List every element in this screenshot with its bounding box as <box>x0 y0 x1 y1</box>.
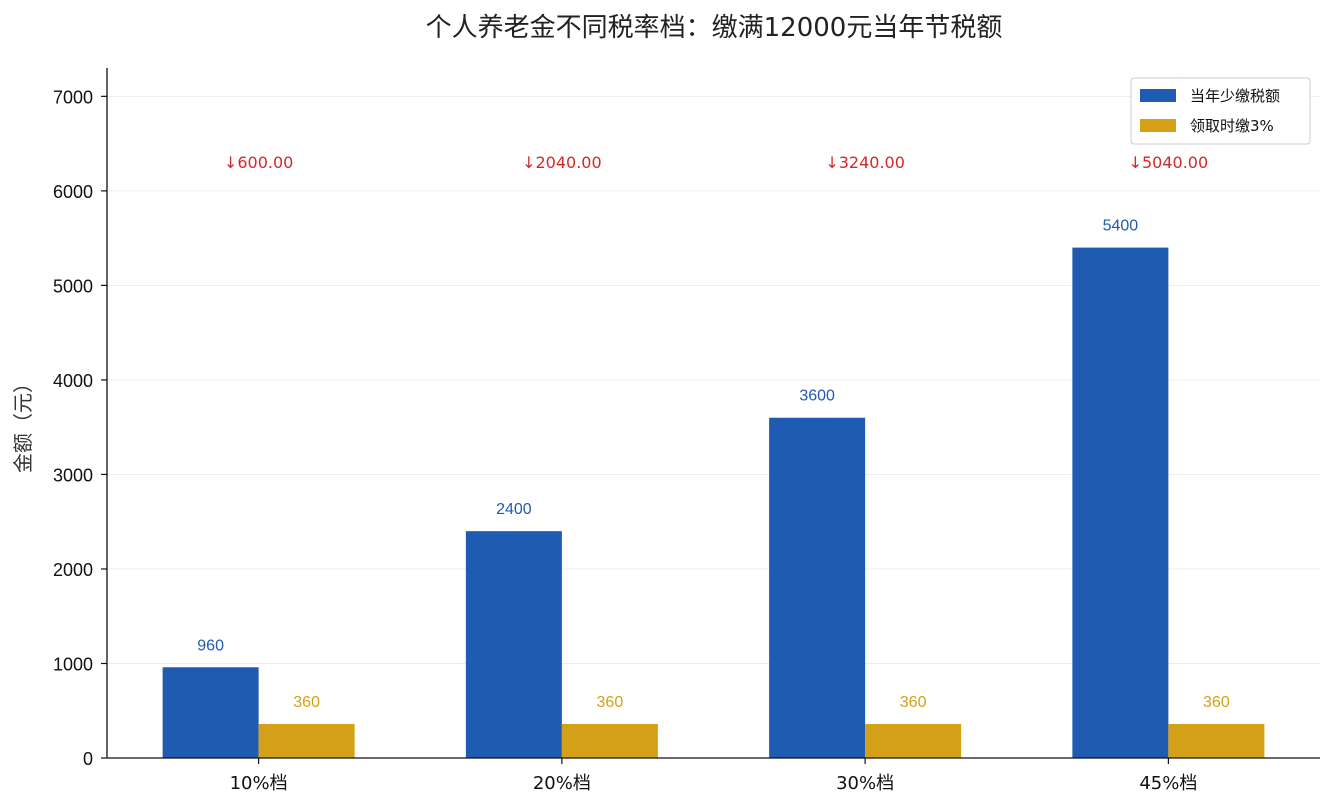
y-axis-label: 金额（元） <box>11 373 35 473</box>
savings-annotation-0: ↓600.00 <box>224 153 293 172</box>
x-tick-label-3: 45%档 <box>1139 773 1197 794</box>
bar-s0-1 <box>465 531 562 758</box>
bar-value-label-s1-1: 360 <box>597 694 624 711</box>
bar-s0-2 <box>769 417 866 758</box>
bar-s1-2 <box>865 723 962 758</box>
legend-swatch-0 <box>1140 89 1176 102</box>
bar-value-label-s1-0: 360 <box>293 694 320 711</box>
x-tick-label-2: 30%档 <box>836 773 894 794</box>
bar-s1-1 <box>561 723 658 758</box>
bar-s1-3 <box>1168 723 1265 758</box>
savings-annotation-1: ↓2040.00 <box>522 153 602 172</box>
y-tick-label-2: 2000 <box>53 560 93 580</box>
value-labels: 960 360 ↓600.00 2400 360 ↓2040.00 3600 360 ↓3240… <box>197 153 1230 711</box>
y-tick-label-6: 6000 <box>53 182 93 202</box>
legend-label-1: 领取时缴3% <box>1190 117 1274 135</box>
y-tick-label-3: 3000 <box>53 465 93 485</box>
bar-value-label-s0-1: 2400 <box>496 501 532 518</box>
legend-swatch-1 <box>1140 119 1176 132</box>
bar-s0-3 <box>1072 247 1169 758</box>
y-tick-label-4: 4000 <box>53 371 93 391</box>
legend: 当年少缴税额 领取时缴3% <box>1130 77 1311 145</box>
bars <box>162 247 1265 758</box>
bar-value-label-s0-0: 960 <box>197 637 224 654</box>
x-tick-label-0: 10%档 <box>230 773 288 794</box>
bar-s1-0 <box>258 723 355 758</box>
savings-annotation-2: ↓3240.00 <box>825 153 905 172</box>
y-tick-label-7: 7000 <box>53 87 93 107</box>
bar-s0-0 <box>162 667 259 758</box>
y-tick-label-0: 0 <box>83 749 93 769</box>
bar-value-label-s0-3: 5400 <box>1103 218 1139 235</box>
chart-title: 个人养老金不同税率档：缴满12000元当年节税额 <box>426 13 1003 43</box>
bar-value-label-s0-2: 3600 <box>799 388 835 405</box>
ticks: 0 1000 2000 3000 4000 5000 6000 7000 10%档 20%档 30%… <box>53 87 1197 794</box>
savings-annotation-3: ↓5040.00 <box>1129 153 1209 172</box>
y-tick-label-1: 1000 <box>53 654 93 674</box>
gridlines <box>107 95 1320 664</box>
x-tick-label-1: 20%档 <box>533 773 591 794</box>
legend-label-0: 当年少缴税额 <box>1190 87 1280 105</box>
y-tick-label-5: 5000 <box>53 276 93 296</box>
bar-value-label-s1-2: 360 <box>900 694 927 711</box>
axes <box>106 68 1320 759</box>
bar-value-label-s1-3: 360 <box>1203 694 1230 711</box>
